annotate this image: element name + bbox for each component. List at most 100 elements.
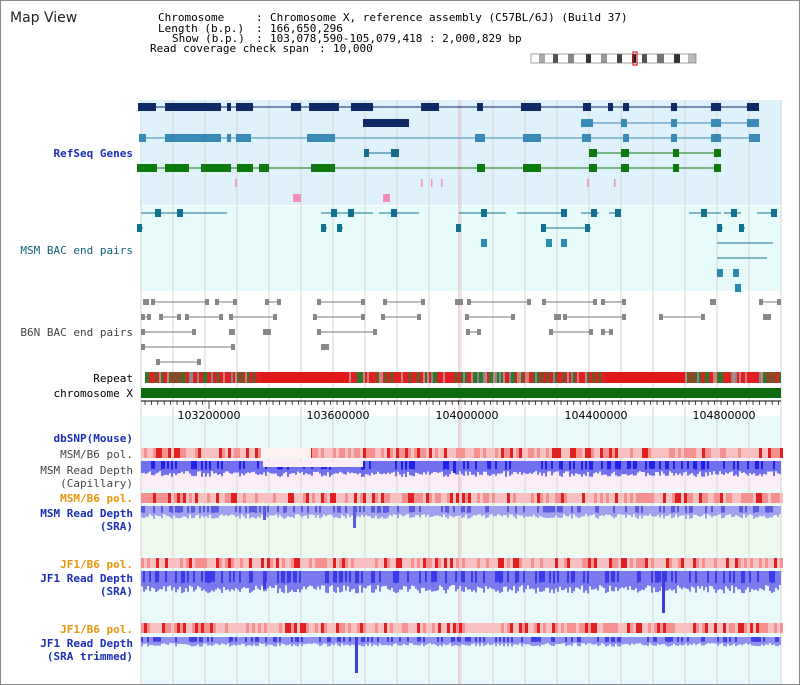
depth-bin (545, 506, 547, 513)
depth-bin (163, 637, 165, 644)
depth-bin (417, 637, 419, 642)
depth-bin (747, 461, 749, 470)
depth-bin (753, 637, 755, 642)
depth-bin (531, 571, 533, 589)
depth-bin (259, 637, 261, 644)
polymorphism-bin (519, 623, 522, 633)
track-label-refseq[interactable]: RefSeq Genes (53, 147, 133, 160)
track-label-jf1-depth-trim-2[interactable]: (SRA trimmed) (46, 650, 133, 663)
b6n-end (622, 299, 626, 305)
gene-exon (237, 164, 253, 172)
polymorphism-bin (759, 558, 762, 568)
polymorphism-bin (528, 493, 531, 503)
polymorphism-bin (354, 558, 357, 568)
depth-bin (191, 506, 193, 513)
depth-bin (227, 461, 229, 472)
track-label-jf1-b6-pol-2[interactable]: JF1/B6 pol. (60, 623, 133, 636)
b6n-end (511, 314, 515, 320)
polymorphism-bin (759, 493, 762, 503)
track-label-jf1-depth-sra-2[interactable]: (SRA) (99, 585, 133, 598)
polymorphism-bin (654, 558, 657, 568)
polymorphism-bin (591, 448, 594, 458)
polymorphism-bin (480, 448, 483, 458)
polymorphism-bin (255, 623, 258, 633)
polymorphism-bin (627, 448, 630, 458)
depth-bin (489, 506, 491, 515)
depth-bin (385, 637, 387, 645)
polymorphism-bin (531, 558, 534, 568)
depth-bin (215, 461, 217, 473)
depth-bin (525, 637, 527, 645)
repeat-block (733, 372, 735, 383)
polymorphism-bin (324, 448, 327, 458)
depth-bin (153, 461, 155, 469)
depth-bin (625, 461, 627, 475)
b6n-end (321, 344, 325, 350)
depth-bin (541, 637, 543, 645)
track-label-jf1-depth-trim-1[interactable]: JF1 Read Depth (40, 637, 133, 650)
polymorphism-bin (753, 448, 756, 458)
polymorphism-bin (657, 493, 660, 503)
polymorphism-bin (567, 558, 570, 568)
depth-bin (367, 637, 369, 642)
depth-bin (459, 461, 461, 472)
depth-bin (311, 506, 313, 515)
depth-bin (615, 506, 617, 518)
repeat-block (391, 372, 393, 383)
depth-bin (259, 571, 261, 590)
depth-bin (499, 637, 501, 642)
polymorphism-bin (177, 493, 180, 503)
repeat-block (753, 372, 755, 383)
depth-bin (475, 506, 477, 516)
track-label-jf1-depth-sra-1[interactable]: JF1 Read Depth (40, 572, 133, 585)
track-label-msm-depth-sra-2[interactable]: (SRA) (99, 520, 133, 533)
depth-bin (425, 506, 427, 517)
chromosome-ideogram-band (607, 54, 617, 63)
polymorphism-bin (420, 448, 423, 458)
depth-bin (529, 506, 531, 517)
polymorphism-bin (234, 623, 237, 633)
b6n-end (317, 329, 321, 335)
track-label-jf1-b6-pol-1[interactable]: JF1/B6 pol. (60, 558, 133, 571)
b6n-end (219, 314, 223, 320)
depth-bin (381, 637, 383, 646)
depth-bin (547, 506, 549, 513)
polymorphism-bin (510, 448, 513, 458)
depth-bin (207, 571, 209, 584)
track-label-dbsnp[interactable]: dbSNP(Mouse) (53, 432, 133, 445)
polymorphism-bin (561, 623, 564, 633)
track-label-msm-b6-pol-2[interactable]: MSM/B6 pol. (60, 492, 133, 505)
repeat-block (523, 372, 525, 383)
repeat-block (177, 372, 179, 383)
polymorphism-bin (750, 623, 753, 633)
polymorphism-bin (186, 448, 189, 458)
gene-exon (309, 103, 339, 111)
polymorphism-bin (417, 623, 420, 633)
polymorphism-bin (774, 558, 777, 568)
polymorphism-bin (204, 448, 207, 458)
depth-bin (565, 637, 567, 642)
depth-bin (287, 637, 289, 645)
gene-exon (139, 134, 146, 142)
polymorphism-bin (321, 558, 324, 568)
depth-bin (583, 571, 585, 583)
length-value: 166,650,296 (270, 22, 343, 35)
depth-bin (195, 571, 197, 590)
depth-bin (317, 637, 319, 645)
depth-bin (731, 461, 733, 472)
depth-bin (723, 461, 725, 469)
depth-bin (511, 506, 513, 515)
polymorphism-bin (528, 558, 531, 568)
depth-bin (431, 571, 433, 583)
track-label-b6n-bac[interactable]: B6N BAC end pairs (20, 326, 133, 339)
polymorphism-bin (492, 623, 495, 633)
gene-exon (589, 164, 597, 172)
depth-bin (305, 461, 307, 474)
polymorphism-bin (705, 493, 708, 503)
track-label-msm-depth-sra-1[interactable]: MSM Read Depth (40, 507, 133, 520)
polymorphism-bin (630, 558, 633, 568)
track-label-msm-bac[interactable]: MSM BAC end pairs (20, 244, 133, 257)
depth-bin (653, 461, 655, 470)
polymorphism-bin (501, 493, 504, 503)
